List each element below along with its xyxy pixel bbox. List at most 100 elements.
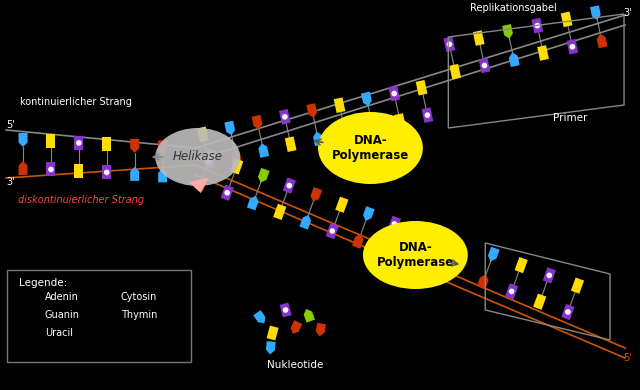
- Circle shape: [48, 167, 54, 172]
- Text: 5': 5': [6, 120, 15, 130]
- Polygon shape: [224, 121, 235, 135]
- Polygon shape: [477, 275, 488, 289]
- Circle shape: [424, 112, 430, 118]
- Polygon shape: [571, 278, 584, 294]
- Polygon shape: [102, 137, 111, 151]
- Text: DNA-
Polymerase: DNA- Polymerase: [332, 134, 409, 162]
- Circle shape: [283, 307, 289, 313]
- Polygon shape: [505, 283, 518, 300]
- Text: Replikationsgabel: Replikationsgabel: [470, 3, 557, 13]
- Polygon shape: [449, 64, 461, 80]
- Circle shape: [106, 294, 111, 300]
- Polygon shape: [158, 140, 167, 154]
- Polygon shape: [300, 215, 311, 230]
- Polygon shape: [230, 158, 243, 175]
- Polygon shape: [509, 52, 520, 67]
- Polygon shape: [561, 12, 572, 27]
- Polygon shape: [537, 45, 549, 61]
- Circle shape: [287, 183, 292, 188]
- Text: Adenin: Adenin: [45, 292, 79, 302]
- Polygon shape: [515, 257, 528, 273]
- Polygon shape: [19, 133, 28, 147]
- Polygon shape: [596, 34, 607, 48]
- Text: Helikase: Helikase: [173, 151, 223, 163]
- Polygon shape: [473, 30, 484, 46]
- Polygon shape: [195, 177, 206, 191]
- Circle shape: [392, 221, 397, 227]
- Polygon shape: [221, 184, 234, 201]
- Polygon shape: [253, 310, 266, 323]
- Polygon shape: [47, 163, 56, 176]
- Polygon shape: [203, 154, 214, 170]
- Circle shape: [534, 23, 540, 28]
- Polygon shape: [363, 206, 375, 221]
- Circle shape: [206, 159, 211, 165]
- Circle shape: [104, 170, 109, 175]
- Ellipse shape: [363, 221, 468, 289]
- Ellipse shape: [318, 112, 423, 184]
- Polygon shape: [561, 304, 575, 320]
- Polygon shape: [26, 292, 40, 302]
- Polygon shape: [102, 165, 111, 179]
- Polygon shape: [258, 168, 269, 183]
- Polygon shape: [316, 323, 326, 337]
- Polygon shape: [333, 98, 346, 113]
- Text: diskontinuierlicher Strang: diskontinuierlicher Strang: [18, 195, 144, 205]
- Circle shape: [330, 228, 335, 234]
- Polygon shape: [590, 5, 601, 20]
- Polygon shape: [313, 131, 324, 146]
- Polygon shape: [416, 80, 428, 96]
- Polygon shape: [388, 216, 401, 232]
- Polygon shape: [566, 39, 579, 55]
- Polygon shape: [444, 37, 455, 52]
- Polygon shape: [326, 223, 339, 239]
- Circle shape: [392, 91, 397, 96]
- Polygon shape: [102, 310, 115, 320]
- Text: 5': 5': [623, 353, 632, 363]
- Polygon shape: [479, 58, 490, 73]
- Text: Guanin: Guanin: [45, 310, 80, 320]
- Text: Nukleotide: Nukleotide: [268, 360, 324, 370]
- Polygon shape: [130, 167, 139, 181]
- Ellipse shape: [156, 128, 240, 186]
- Circle shape: [447, 41, 452, 47]
- Polygon shape: [335, 197, 348, 213]
- Text: DNA-
Polymerase: DNA- Polymerase: [377, 241, 454, 269]
- Text: 3': 3': [624, 8, 632, 18]
- Polygon shape: [205, 149, 217, 163]
- Polygon shape: [283, 177, 296, 194]
- Circle shape: [565, 309, 571, 315]
- Polygon shape: [279, 109, 291, 125]
- Polygon shape: [74, 136, 83, 150]
- Polygon shape: [502, 24, 513, 39]
- Polygon shape: [533, 294, 547, 310]
- Polygon shape: [352, 234, 364, 249]
- Polygon shape: [422, 107, 433, 123]
- Polygon shape: [102, 292, 115, 302]
- Circle shape: [282, 114, 287, 120]
- FancyBboxPatch shape: [7, 270, 191, 362]
- Polygon shape: [252, 115, 262, 129]
- Polygon shape: [231, 149, 242, 164]
- Polygon shape: [368, 120, 378, 135]
- Polygon shape: [394, 113, 406, 129]
- Polygon shape: [74, 164, 83, 178]
- Polygon shape: [158, 168, 167, 183]
- Polygon shape: [307, 103, 317, 118]
- Polygon shape: [247, 196, 259, 211]
- Polygon shape: [259, 143, 269, 158]
- Circle shape: [76, 140, 82, 146]
- Polygon shape: [19, 161, 28, 175]
- Polygon shape: [26, 310, 40, 320]
- Text: Legende:: Legende:: [19, 278, 67, 288]
- Circle shape: [570, 44, 575, 50]
- Polygon shape: [273, 204, 286, 220]
- Polygon shape: [285, 136, 296, 152]
- Circle shape: [482, 63, 487, 68]
- Polygon shape: [339, 125, 351, 140]
- Polygon shape: [361, 92, 372, 106]
- Polygon shape: [189, 178, 209, 193]
- Circle shape: [225, 190, 230, 195]
- Text: Cytosin: Cytosin: [121, 292, 157, 302]
- Text: Thymin: Thymin: [121, 310, 157, 320]
